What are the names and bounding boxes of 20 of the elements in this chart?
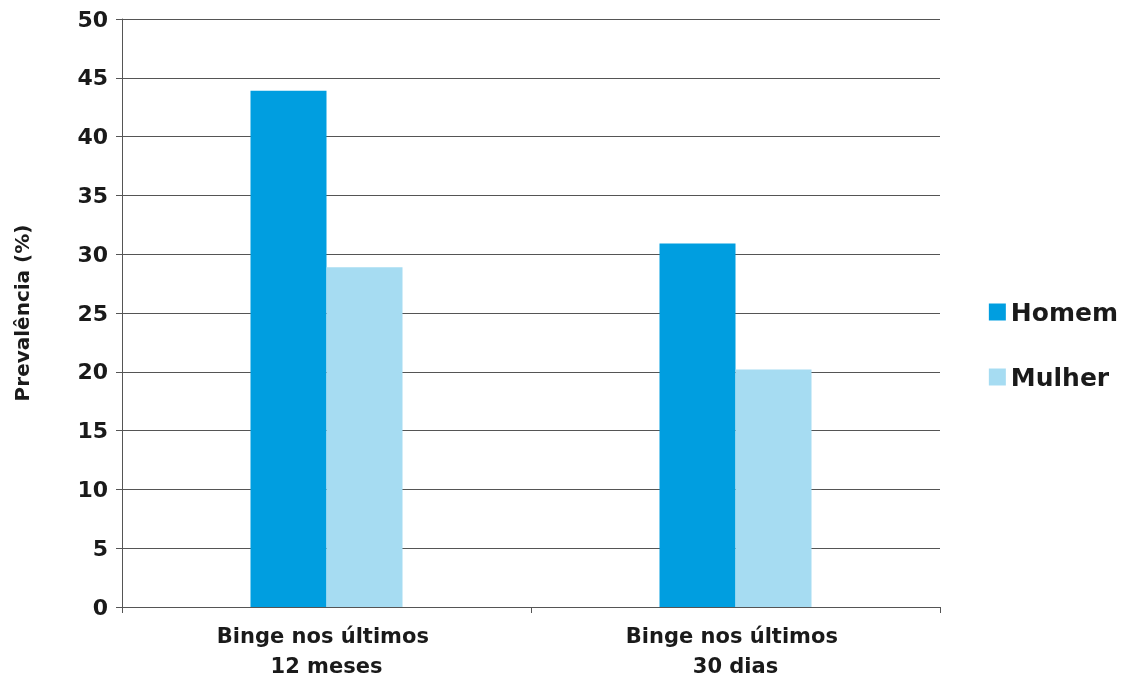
y-tick-label: 15 (77, 418, 108, 444)
x-tick-label: Binge nos últimos 12 meses (216, 624, 437, 678)
y-tick-label: 45 (77, 65, 108, 91)
y-tick-label: 50 (77, 6, 108, 32)
y-tick-label: 0 (92, 594, 108, 620)
y-axis-title: Prevalência (%) (10, 224, 34, 402)
bar (659, 243, 736, 607)
y-tick-label: 40 (77, 124, 108, 150)
y-tick-label: 25 (77, 300, 108, 326)
y-tick-label: 30 (77, 241, 108, 267)
bar (735, 369, 812, 607)
legend-label: Mulher (1010, 362, 1110, 392)
bar (326, 267, 403, 607)
bar (250, 90, 327, 607)
legend-label: Homem (1010, 297, 1118, 327)
y-tick-label: 20 (77, 359, 108, 385)
x-tick-label: Binge nos últimos 30 dias (625, 624, 846, 678)
y-tick-label: 35 (77, 182, 108, 208)
y-tick-label: 10 (77, 476, 108, 502)
y-tick-label: 5 (92, 535, 108, 561)
